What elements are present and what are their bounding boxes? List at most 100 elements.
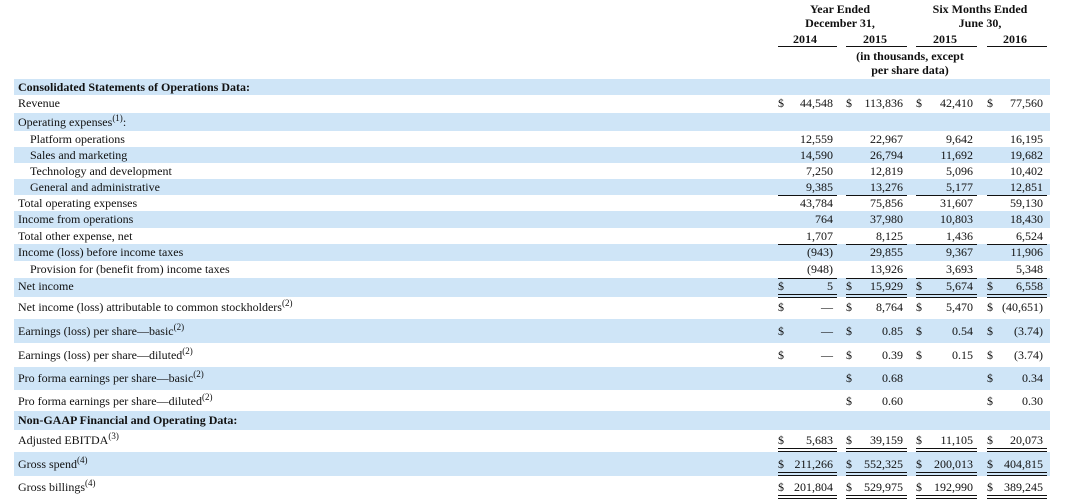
unit-note: (in thousands, except xyxy=(856,49,964,63)
cell-value: 44,548 xyxy=(800,96,833,110)
cell-value: 29,855 xyxy=(870,245,903,259)
cell-value: 7,250 xyxy=(806,164,833,178)
rule xyxy=(778,448,837,452)
currency-sign: $ xyxy=(987,96,993,110)
footnote-ref: (2) xyxy=(173,322,185,332)
row-shade xyxy=(14,211,1050,228)
cell-value: 0.60 xyxy=(882,394,903,408)
rule xyxy=(916,46,977,47)
cell-value: 0.15 xyxy=(952,348,973,362)
footnote-ref: (4) xyxy=(77,455,88,465)
label-text: Provision for (benefit from) income taxe… xyxy=(30,262,230,276)
label-text: Total other expense, net xyxy=(18,229,133,243)
label-text: Income from operations xyxy=(18,212,134,226)
currency-sign: $ xyxy=(916,96,922,110)
row-label: Total other expense, net xyxy=(18,229,132,243)
row-label: Earnings (loss) per share—basic(2) xyxy=(18,322,185,339)
currency-sign: $ xyxy=(778,433,784,447)
row-shade xyxy=(14,410,1050,430)
cell-value: 0.39 xyxy=(882,348,903,362)
label-text: Gross spend xyxy=(18,457,77,471)
row-shade xyxy=(14,179,1050,195)
rule xyxy=(846,495,907,499)
rule xyxy=(916,294,977,298)
cell-value: 211,266 xyxy=(794,457,833,471)
rule xyxy=(987,46,1047,47)
currency-sign: $ xyxy=(916,480,922,494)
rule xyxy=(778,46,837,47)
currency-sign: $ xyxy=(778,324,784,338)
cell-value: 113,836 xyxy=(864,96,903,110)
cell-value: 9,385 xyxy=(806,180,833,194)
cell-value: 18,430 xyxy=(1010,212,1043,226)
cell-value: 12,819 xyxy=(870,164,903,178)
row-label: Income from operations xyxy=(18,212,133,226)
row-label: Non-GAAP Financial and Operating Data: xyxy=(18,413,237,427)
row-label: Gross spend(4) xyxy=(18,455,88,472)
rule xyxy=(987,448,1047,452)
rule xyxy=(778,195,837,196)
currency-sign: $ xyxy=(778,300,784,314)
currency-sign: $ xyxy=(987,433,993,447)
currency-sign: $ xyxy=(987,348,993,362)
row-label: General and administrative xyxy=(30,180,160,194)
cell-value: 0.54 xyxy=(952,324,973,338)
cell-value: 13,926 xyxy=(870,262,903,276)
column-group-label: Six Months Ended xyxy=(932,2,1028,16)
cell-value: 43,784 xyxy=(800,196,833,210)
row-label: Adjusted EBITDA(3) xyxy=(18,432,119,448)
cell-value: 5,096 xyxy=(946,164,973,178)
unit-note: per share data) xyxy=(871,63,949,77)
label-text: Consolidated Statements of Operations Da… xyxy=(18,80,250,94)
rule xyxy=(987,495,1047,499)
column-year: 2015 xyxy=(933,32,957,46)
row-shade xyxy=(14,244,1050,261)
cell-value: 6,524 xyxy=(1016,229,1043,243)
cell-value: 19,682 xyxy=(1010,148,1043,162)
cell-value: 39,159 xyxy=(870,433,903,447)
cell-value: 3,693 xyxy=(946,262,973,276)
cell-value: — xyxy=(821,348,833,362)
rule xyxy=(916,195,977,196)
cell-value: (943) xyxy=(807,245,833,259)
cell-value: 201,804 xyxy=(794,480,833,494)
cell-value: 389,245 xyxy=(1004,480,1043,494)
column-group-label: December 31, xyxy=(805,16,875,30)
cell-value: 12,851 xyxy=(1010,180,1043,194)
row-label: Consolidated Statements of Operations Da… xyxy=(18,80,250,94)
cell-value: 0.85 xyxy=(882,324,903,338)
label-text: Net income xyxy=(18,279,74,293)
cell-value: 6,558 xyxy=(1016,279,1043,293)
row-label: Sales and marketing xyxy=(30,148,127,162)
cell-value: 26,794 xyxy=(870,148,903,162)
rule xyxy=(778,294,837,298)
currency-sign: $ xyxy=(987,371,993,385)
row-shade xyxy=(14,79,1050,95)
cell-value: 11,692 xyxy=(940,148,973,162)
cell-value: 16,195 xyxy=(1010,132,1043,146)
cell-value: 764 xyxy=(815,212,833,226)
label-text: Adjusted EBITDA xyxy=(18,433,109,447)
cell-value: 14,590 xyxy=(800,148,833,162)
row-shade xyxy=(14,319,1050,343)
currency-sign: $ xyxy=(987,279,993,293)
cell-value: 20,073 xyxy=(1010,433,1043,447)
rule xyxy=(916,495,977,499)
label-text: Operating expenses xyxy=(18,115,113,129)
row-label: Total operating expenses xyxy=(18,196,137,210)
rule xyxy=(846,46,907,47)
currency-sign: $ xyxy=(846,433,852,447)
cell-value: 5,470 xyxy=(946,300,973,314)
rule xyxy=(846,244,907,245)
rule xyxy=(987,244,1047,245)
cell-value: 77,560 xyxy=(1010,96,1043,110)
cell-value: 42,410 xyxy=(940,96,973,110)
label-text: Earnings (loss) per share—basic xyxy=(18,324,174,338)
cell-value: 5,683 xyxy=(806,433,833,447)
cell-value: 5,177 xyxy=(946,180,973,194)
rule xyxy=(916,244,977,245)
currency-sign: $ xyxy=(916,457,922,471)
label-text: Pro forma earnings per share—basic xyxy=(18,371,194,385)
cell-value: 13,276 xyxy=(870,180,903,194)
